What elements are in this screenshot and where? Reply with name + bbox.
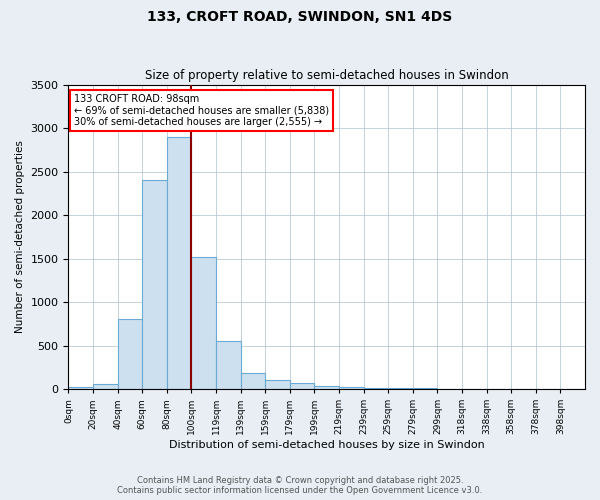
Bar bbox=[93, 384, 118, 389]
Bar bbox=[339, 388, 364, 389]
Text: 133, CROFT ROAD, SWINDON, SN1 4DS: 133, CROFT ROAD, SWINDON, SN1 4DS bbox=[148, 10, 452, 24]
Bar bbox=[413, 388, 437, 389]
Y-axis label: Number of semi-detached properties: Number of semi-detached properties bbox=[15, 140, 25, 333]
Bar bbox=[290, 384, 314, 389]
Bar bbox=[216, 341, 241, 389]
Bar bbox=[191, 257, 216, 389]
Bar bbox=[142, 180, 167, 389]
Text: Contains HM Land Registry data © Crown copyright and database right 2025.
Contai: Contains HM Land Registry data © Crown c… bbox=[118, 476, 482, 495]
Bar bbox=[314, 386, 339, 389]
Bar bbox=[265, 380, 290, 389]
Bar bbox=[167, 137, 191, 389]
Text: 133 CROFT ROAD: 98sqm
← 69% of semi-detached houses are smaller (5,838)
30% of s: 133 CROFT ROAD: 98sqm ← 69% of semi-deta… bbox=[74, 94, 329, 127]
X-axis label: Distribution of semi-detached houses by size in Swindon: Distribution of semi-detached houses by … bbox=[169, 440, 485, 450]
Bar bbox=[364, 388, 388, 389]
Bar bbox=[388, 388, 413, 389]
Bar bbox=[68, 388, 93, 389]
Bar bbox=[241, 372, 265, 389]
Bar bbox=[118, 320, 142, 389]
Title: Size of property relative to semi-detached houses in Swindon: Size of property relative to semi-detach… bbox=[145, 69, 509, 82]
